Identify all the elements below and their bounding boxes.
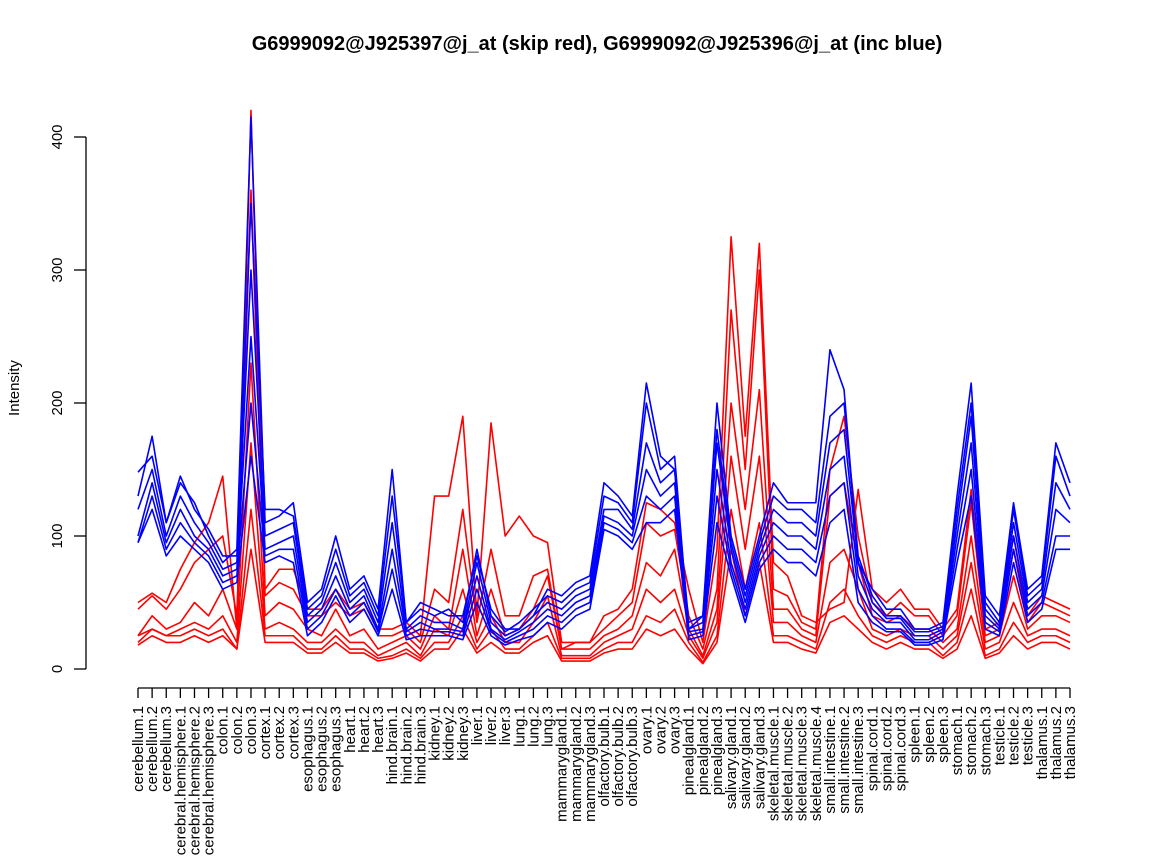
series-line-inc-probe-2 — [137, 202, 1071, 633]
x-tick-label: skeletal.muscle.3 — [794, 706, 811, 821]
y-tick-label: 0 — [49, 665, 66, 673]
x-tick-label: hind.brain.1 — [384, 706, 401, 784]
x-tick-label: thalamus.1 — [1034, 706, 1051, 779]
x-tick-label: esophagus.2 — [314, 706, 331, 792]
x-tick-label: pinealgland.2 — [695, 706, 712, 795]
x-tick-label: lung.3 — [540, 706, 557, 747]
x-tick-label: cortex.1 — [257, 706, 274, 759]
x-tick-label: small.intestine.2 — [836, 706, 853, 814]
series-layer — [137, 109, 1071, 665]
x-tick-label: esophagus.3 — [328, 706, 345, 792]
x-tick-label: heart.3 — [370, 706, 387, 753]
x-tick-label: ovary.3 — [667, 706, 684, 754]
x-tick-label: testicle.2 — [1006, 706, 1023, 765]
x-tick-label: spleen.1 — [907, 706, 924, 763]
x-tick-label: stomach.2 — [963, 706, 980, 775]
x-tick-label: cerebral.hemisphere.2 — [186, 706, 203, 855]
series-line-skip-probe-1 — [137, 109, 1071, 644]
series-line-skip-probe-2 — [137, 189, 1071, 650]
x-tick-label: skeletal.muscle.1 — [765, 706, 782, 821]
x-tick-label: spleen.3 — [935, 706, 952, 763]
x-tick-label: esophagus.1 — [299, 706, 316, 792]
x-tick-label: pinealgland.3 — [709, 706, 726, 795]
x-tick-label: kidney.3 — [455, 706, 472, 761]
x-tick-label: ovary.1 — [638, 706, 655, 754]
series-line-inc-probe-3 — [137, 269, 1071, 637]
x-tick-label: testicle.3 — [1020, 706, 1037, 765]
x-tick-label: cerebellum.3 — [158, 706, 175, 792]
x-tick-label: spinal.cord.1 — [864, 706, 881, 791]
x-tick-label: lung.2 — [525, 706, 542, 747]
x-tick-label: liver.1 — [469, 706, 486, 745]
x-tick-label: kidney.2 — [441, 706, 458, 761]
series-line-skip-probe-6 — [137, 548, 1071, 665]
x-tick-label: spleen.2 — [921, 706, 938, 763]
x-tick-label: cerebral.hemisphere.1 — [172, 706, 189, 855]
x-tick-label: skeletal.muscle.4 — [808, 706, 825, 821]
series-line-inc-probe-5 — [137, 402, 1070, 644]
x-tick-label: mammarygland.3 — [582, 706, 599, 822]
y-tick-label: 200 — [49, 390, 66, 415]
x-tick-label: heart.2 — [356, 706, 373, 753]
x-tick-label: stomach.1 — [949, 706, 966, 775]
x-tick-label: salivary.gland.3 — [751, 706, 768, 809]
series-line-inc-probe-4 — [137, 335, 1071, 641]
x-tick-label: colon.3 — [243, 706, 260, 754]
x-tick-label: liver.3 — [497, 706, 514, 745]
x-tick-label: small.intestine.1 — [822, 706, 839, 814]
x-tick-label: ovary.2 — [652, 706, 669, 754]
x-tick-label: cortex.2 — [271, 706, 288, 759]
x-tick-label: colon.1 — [215, 706, 232, 754]
x-tick-label: mammarygland.1 — [554, 706, 571, 822]
x-tick-label: thalamus.2 — [1048, 706, 1065, 779]
x-tick-label: stomach.3 — [977, 706, 994, 775]
x-tick-label: salivary.gland.2 — [737, 706, 754, 809]
x-tick-label: olfactory.bulb.2 — [610, 706, 627, 807]
x-tick-label: spinal.cord.3 — [893, 706, 910, 791]
x-tick-label: olfactory.bulb.3 — [624, 706, 641, 807]
y-tick-label: 300 — [49, 257, 66, 282]
x-tick-label: testicle.1 — [991, 706, 1008, 765]
x-tick-label: salivary.gland.1 — [723, 706, 740, 809]
x-tick-label: heart.1 — [342, 706, 359, 753]
x-tick-label: cerebellum.2 — [144, 706, 161, 792]
x-tick-label: pinealgland.1 — [681, 706, 698, 795]
y-tick-label: 400 — [49, 124, 66, 149]
x-tick-label: colon.2 — [229, 706, 246, 754]
x-tick-label: hind.brain.2 — [398, 706, 415, 784]
x-tick-label: skeletal.muscle.2 — [780, 706, 797, 821]
x-axis: cerebellum.1cerebellum.2cerebellum.3cere… — [130, 687, 1079, 855]
x-tick-label: mammarygland.2 — [568, 706, 585, 822]
x-tick-label: cerebral.hemisphere.3 — [201, 706, 218, 855]
y-axis-label: Intensity — [6, 360, 23, 416]
x-tick-label: hind.brain.3 — [412, 706, 429, 784]
x-tick-label: spinal.cord.2 — [878, 706, 895, 791]
x-tick-label: cortex.3 — [285, 706, 302, 759]
chart-title: G6999092@J925397@j_at (skip red), G69990… — [252, 33, 943, 55]
series-line-inc-probe-6 — [137, 455, 1070, 646]
series-line-inc-probe-1 — [137, 116, 1071, 630]
x-tick-label: olfactory.bulb.1 — [596, 706, 613, 807]
y-tick-label: 100 — [49, 523, 66, 548]
x-tick-label: small.intestine.3 — [850, 706, 867, 814]
x-tick-label: lung.1 — [511, 706, 528, 747]
y-axis: 0 100 200 300 400 — [49, 124, 87, 673]
x-tick-label: thalamus.3 — [1062, 706, 1079, 779]
x-tick-label: cerebellum.1 — [130, 706, 147, 792]
x-tick-label: liver.2 — [483, 706, 500, 745]
x-tick-label: kidney.1 — [427, 706, 444, 761]
